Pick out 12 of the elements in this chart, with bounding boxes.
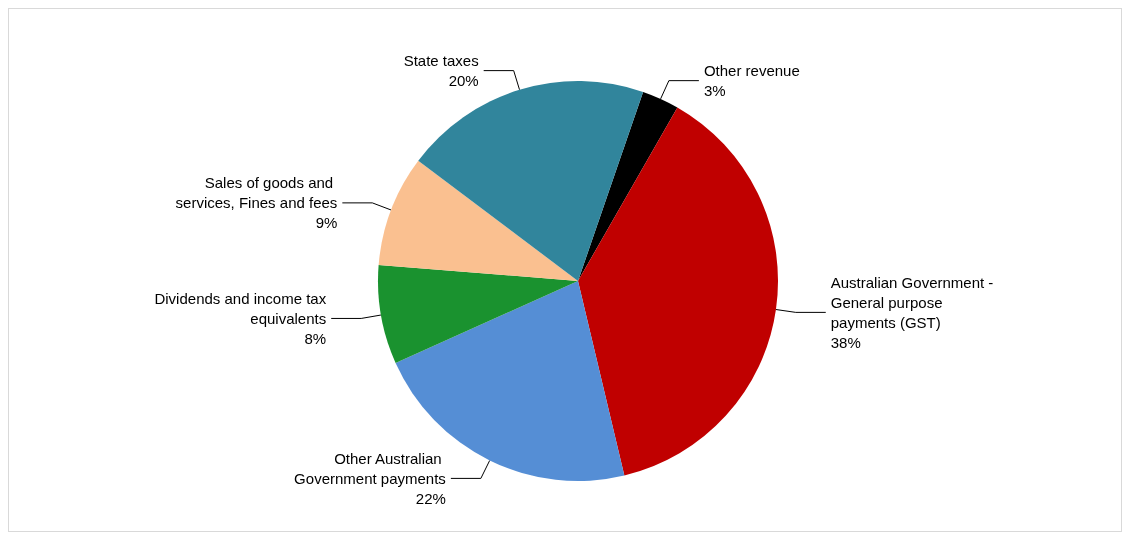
data-label: 9% [315, 214, 338, 232]
data-label: 22% [415, 489, 446, 507]
slice-label: Other Australian Government payments [294, 449, 446, 487]
slice-label: Australian Government - General purpose payments (GST) [830, 273, 998, 331]
data-label: 38% [830, 333, 861, 351]
data-label: 8% [304, 329, 327, 347]
data-label: 20% [448, 72, 479, 90]
slice-label: Sales of goods and services, Fines and fees [175, 174, 338, 212]
data-label: 3% [703, 82, 726, 100]
slice-label: Other revenue [703, 62, 800, 80]
slice-label: Dividends and income tax equivalents [154, 289, 327, 327]
slice-label: State taxes [403, 52, 479, 70]
